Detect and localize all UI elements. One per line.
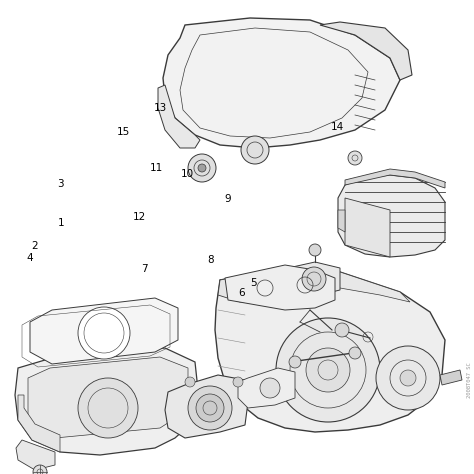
Circle shape [302,267,326,291]
Text: 2008T047 SC: 2008T047 SC [467,362,473,398]
Circle shape [241,136,269,164]
Polygon shape [345,169,445,188]
Polygon shape [163,18,400,148]
Polygon shape [440,370,462,385]
Circle shape [188,154,216,182]
Text: 9: 9 [224,194,231,204]
Circle shape [309,244,321,256]
Text: 12: 12 [133,212,146,222]
Polygon shape [158,85,200,148]
Polygon shape [15,348,198,455]
Circle shape [78,307,130,359]
Text: 15: 15 [117,127,130,137]
Polygon shape [320,22,412,80]
Circle shape [78,378,138,438]
Polygon shape [225,265,335,310]
Polygon shape [238,368,295,408]
Text: 13: 13 [154,103,167,113]
Circle shape [349,347,361,359]
Circle shape [260,378,280,398]
Circle shape [276,318,380,422]
Polygon shape [30,298,178,364]
Text: 10: 10 [181,169,194,180]
Circle shape [376,346,440,410]
Text: 7: 7 [141,264,148,274]
Polygon shape [218,268,310,306]
Polygon shape [16,440,55,470]
Circle shape [348,151,362,165]
Polygon shape [165,375,248,438]
Text: 3: 3 [57,179,64,189]
Text: 8: 8 [208,255,214,265]
Circle shape [188,386,232,430]
Circle shape [306,348,350,392]
Polygon shape [215,268,445,432]
Polygon shape [18,395,60,452]
Circle shape [198,164,206,172]
Polygon shape [288,262,340,296]
Text: 2: 2 [31,240,37,251]
Text: 11: 11 [150,163,163,173]
Circle shape [185,377,195,387]
Polygon shape [28,357,188,438]
Circle shape [233,377,243,387]
Text: 14: 14 [331,122,344,132]
Polygon shape [338,210,345,232]
Circle shape [33,465,47,474]
Circle shape [196,394,224,422]
Polygon shape [345,198,390,257]
Circle shape [335,323,349,337]
Text: 5: 5 [250,278,257,289]
Polygon shape [338,175,445,257]
Text: 4: 4 [26,253,33,264]
Polygon shape [220,268,410,302]
Circle shape [289,356,301,368]
Text: 6: 6 [238,288,245,298]
Text: 1: 1 [57,218,64,228]
Circle shape [400,370,416,386]
